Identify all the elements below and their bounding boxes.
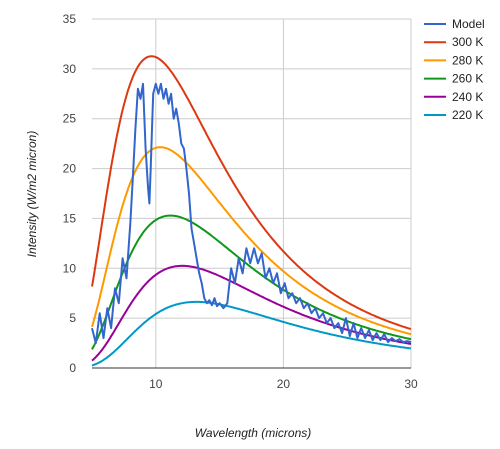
series-line-220k xyxy=(91,300,412,367)
y-axis-title: Intensity (W/m2 micron) xyxy=(25,131,39,258)
legend-label: 240 K xyxy=(452,90,483,104)
series-layer xyxy=(91,55,412,367)
y-tick-label: 15 xyxy=(63,211,77,225)
series-line-model xyxy=(91,82,412,345)
y-tick-label: 30 xyxy=(63,62,77,76)
x-tick-label: 30 xyxy=(404,377,418,391)
series-line-240k xyxy=(91,264,412,362)
legend-label: 260 K xyxy=(452,72,483,86)
series-line-300k xyxy=(91,55,412,331)
legend-label: 280 K xyxy=(452,53,483,67)
y-tick-label: 10 xyxy=(63,261,77,275)
legend-label: 220 K xyxy=(452,108,483,122)
legend: Model 300 K 280 K 260 K 240 K 220 K xyxy=(424,17,485,122)
legend-label: 300 K xyxy=(452,35,483,49)
y-tick-label: 5 xyxy=(69,311,76,325)
y-tick-label: 20 xyxy=(63,162,77,176)
legend-label: Model xyxy=(452,17,485,31)
axes: 0 5 10 15 20 25 30 35 10 20 30 xyxy=(63,12,418,391)
y-tick-label: 0 xyxy=(69,361,76,375)
x-tick-label: 20 xyxy=(277,377,291,391)
y-tick-label: 35 xyxy=(63,12,77,26)
series-line-260k xyxy=(91,214,412,350)
x-axis-title: Wavelength (microns) xyxy=(195,426,311,440)
x-tick-label: 10 xyxy=(149,377,163,391)
y-tick-label: 25 xyxy=(63,112,77,126)
